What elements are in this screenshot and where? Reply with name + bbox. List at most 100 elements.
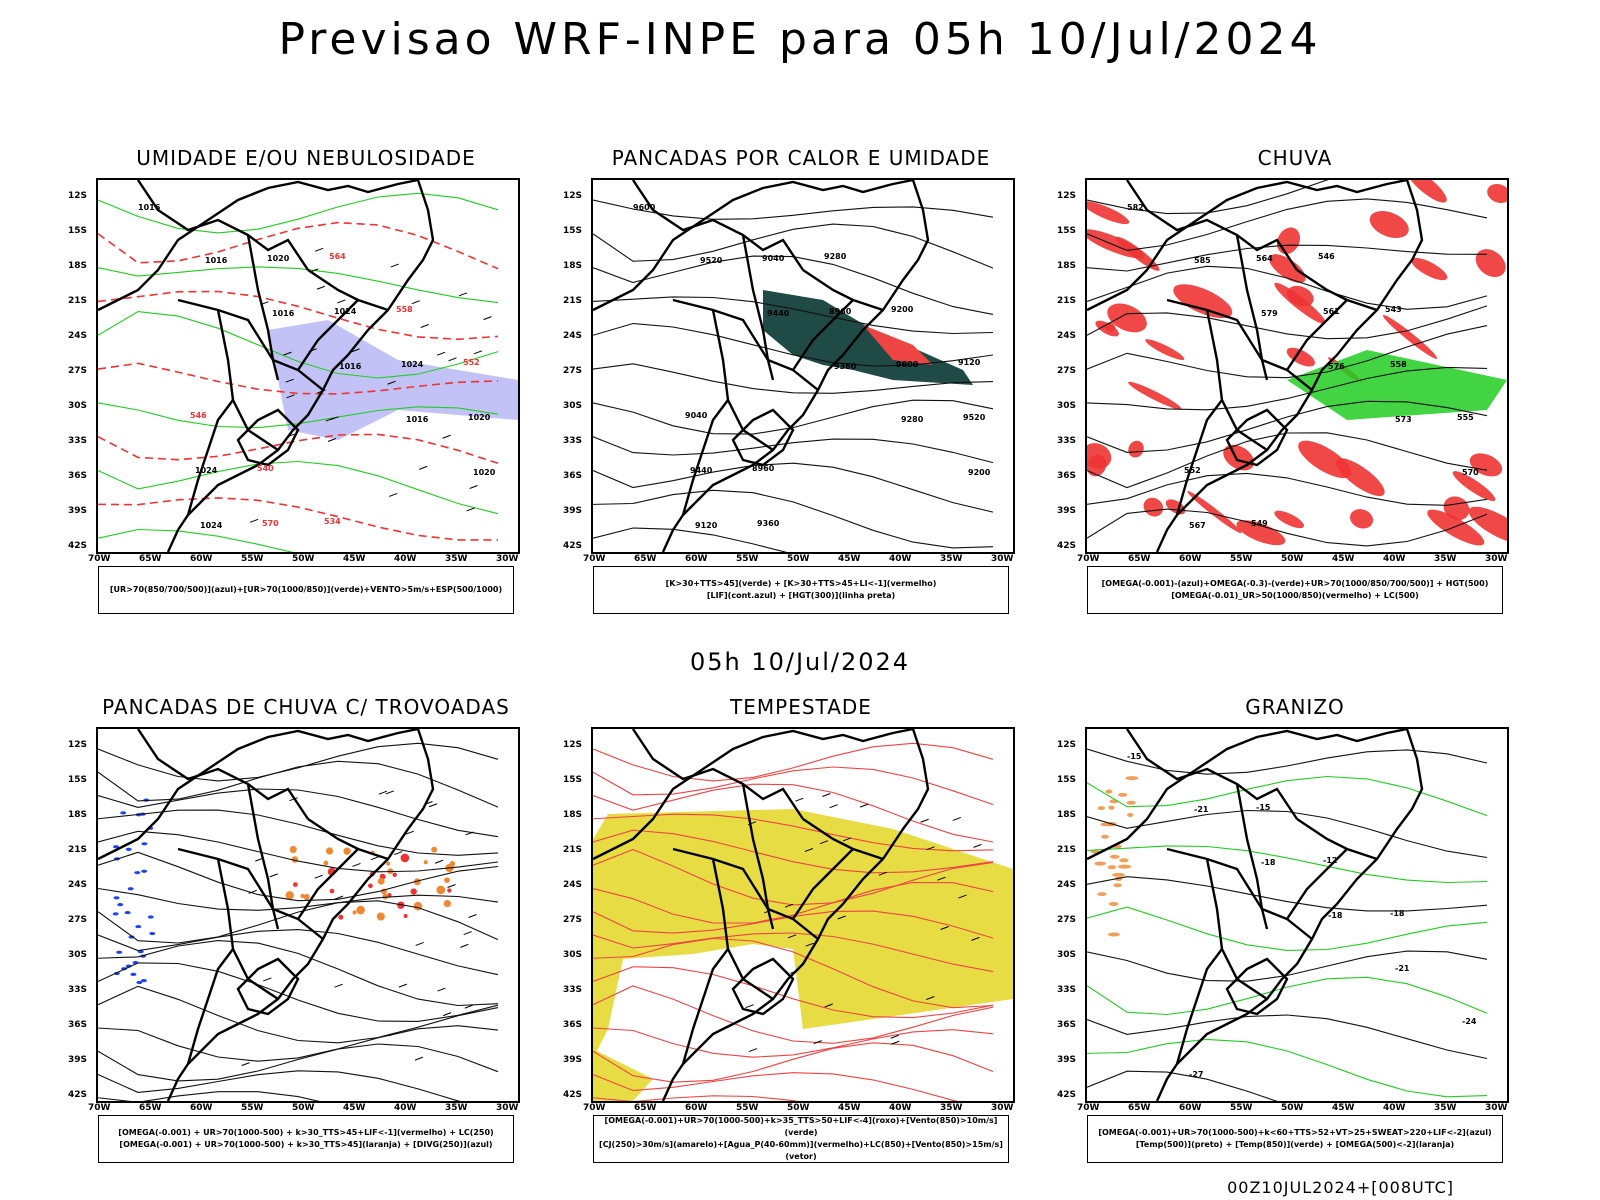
contour-label: 8960 — [829, 307, 852, 316]
contour-line — [593, 783, 994, 843]
wind-vector — [415, 941, 424, 946]
map-border — [661, 729, 930, 1101]
latitude-label: 33S — [68, 985, 88, 995]
latitude-label: 24S — [1057, 880, 1077, 890]
map-border — [166, 729, 435, 1101]
map-border — [632, 180, 804, 271]
omega-hail-cell — [1101, 834, 1110, 839]
contour-label: 564 — [1256, 254, 1273, 263]
wind-vector — [804, 848, 814, 852]
forecast-map: 1016 1016 1016 1016 1016 1020 1024 1020 1024 1024… — [96, 178, 520, 554]
divergence-cell — [135, 924, 142, 929]
thunderstorm-cell — [356, 905, 365, 915]
omega-hail-cell — [1097, 806, 1106, 811]
contour-line — [593, 399, 994, 435]
contour-line — [593, 1072, 959, 1101]
contour-label: 8960 — [752, 464, 775, 473]
contour-line — [98, 940, 499, 1007]
map-border — [236, 408, 300, 467]
contour-label: 585 — [1194, 256, 1211, 265]
legend-caption-line: [OMEGA(-0.001) + UR>70(1000-500) + k>30_… — [119, 1140, 493, 1149]
contour-label: 9200 — [891, 305, 914, 314]
longitude-label: 45W — [1332, 1103, 1355, 1113]
legend-caption: [UR>70(850/700/500)](azul)+[UR>70(1000/8… — [98, 566, 514, 614]
longitude-label: 35W — [1434, 554, 1457, 564]
wind-vector — [418, 465, 428, 470]
latitude-label: 36S — [68, 1020, 88, 1030]
contour-label: 9600 — [633, 203, 656, 212]
wind-vector — [394, 851, 403, 856]
latitude-label: 21S — [563, 845, 583, 855]
rain-shading — [1143, 497, 1164, 517]
map-border — [741, 783, 775, 930]
latitude-label: 12S — [563, 740, 583, 750]
contour-line — [593, 813, 994, 852]
wind-vector — [316, 285, 326, 290]
forecast-map: 9600 9520 9440 9360 9280 9200 9120 9040 8960 9600… — [591, 178, 1015, 554]
map-border — [1296, 269, 1378, 312]
contour-label: 9520 — [700, 256, 723, 265]
map-border — [1235, 783, 1269, 930]
contour-line — [98, 830, 499, 873]
longitude-label: 50W — [787, 1103, 810, 1113]
map-border — [792, 848, 854, 920]
rain-shading — [1173, 284, 1233, 319]
latitude-label: 36S — [68, 471, 88, 481]
latitude-label: 30S — [563, 401, 583, 411]
longitude-label: 65W — [1128, 554, 1151, 564]
contour-line — [98, 962, 499, 1022]
contour-line — [593, 436, 994, 464]
map-border — [1166, 298, 1264, 361]
wind-vector — [448, 357, 457, 362]
thunderstorm-cell — [386, 861, 391, 866]
longitude-label: 35W — [940, 554, 963, 564]
contour-line — [593, 1027, 994, 1058]
wind-vector — [463, 931, 472, 936]
rain-shading — [1087, 201, 1130, 225]
wind-vector — [483, 316, 492, 321]
wind-vector — [891, 1040, 900, 1045]
latitude-label: 39S — [563, 1055, 583, 1065]
thunderstorm-cell — [325, 847, 334, 855]
map-border — [741, 234, 775, 381]
contour-label: 1016 — [205, 256, 228, 265]
contour-line — [98, 192, 499, 234]
wind-vector — [405, 830, 414, 835]
thunderstorm-cell — [300, 893, 305, 899]
contour-label: 570 — [262, 519, 279, 528]
latitude-label: 12S — [68, 740, 88, 750]
contour-label: 576 — [1328, 362, 1345, 371]
wind-vector — [940, 926, 949, 930]
longitude-label: 55W — [736, 554, 759, 564]
contour-label: 9040 — [762, 254, 785, 263]
map-canvas: 1016 1016 1016 1016 1016 1020 1024 1020 1024 1024… — [98, 180, 518, 552]
latitude-label: 18S — [563, 261, 583, 271]
wind-vector — [398, 983, 408, 988]
contour-line — [98, 1091, 320, 1101]
contour-line — [1087, 1038, 1488, 1098]
contour-line — [98, 266, 499, 304]
wind-vector — [464, 1004, 474, 1009]
contour-label: -18 — [1390, 909, 1405, 918]
contour-line — [1087, 180, 1329, 215]
thunderstorm-cell — [431, 846, 438, 853]
thunderstorm-cell — [289, 845, 297, 853]
latitude-label: 15S — [68, 226, 88, 236]
longitude-label: 60W — [1179, 554, 1202, 564]
divergence-cell — [141, 842, 148, 846]
latitude-label: 18S — [1057, 261, 1077, 271]
wind-vector — [859, 803, 869, 808]
contour-label: 9200 — [968, 468, 991, 477]
latitude-label: 18S — [563, 810, 583, 820]
divergence-cell — [120, 811, 127, 815]
contour-label: -15 — [1256, 803, 1271, 812]
contour-label: 540 — [257, 464, 274, 473]
map-border — [632, 729, 804, 820]
wind-vector — [958, 894, 967, 899]
omega-hail-cell — [1113, 883, 1122, 888]
latitude-label: 33S — [563, 985, 583, 995]
map-border — [1286, 848, 1348, 920]
thunderstorm-cell — [423, 860, 428, 865]
legend-caption-line: [K>30+TTS>45](verde) + [K>30+TTS>45+LI<-… — [665, 579, 937, 588]
contour-line — [98, 788, 499, 838]
